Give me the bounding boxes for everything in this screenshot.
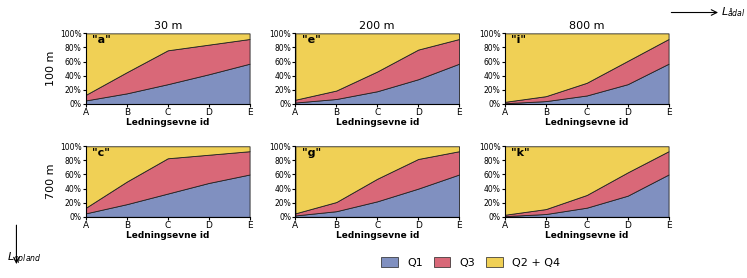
Y-axis label: 700 m: 700 m bbox=[46, 164, 56, 199]
Text: "i": "i" bbox=[512, 36, 527, 46]
X-axis label: Ledningsevne id: Ledningsevne id bbox=[335, 231, 419, 240]
Legend: Q1, Q3, Q2 + Q4: Q1, Q3, Q2 + Q4 bbox=[377, 253, 564, 272]
Y-axis label: 100 m: 100 m bbox=[46, 51, 56, 86]
Text: $L_{ådal}$: $L_{ådal}$ bbox=[721, 6, 746, 19]
Text: $L_{opland}$: $L_{opland}$ bbox=[7, 250, 42, 267]
X-axis label: Ledningsevne id: Ledningsevne id bbox=[545, 118, 628, 128]
Title: 30 m: 30 m bbox=[154, 21, 182, 31]
Text: "g": "g" bbox=[302, 148, 321, 158]
X-axis label: Ledningsevne id: Ledningsevne id bbox=[545, 231, 628, 240]
Title: 200 m: 200 m bbox=[359, 21, 395, 31]
Text: "c": "c" bbox=[93, 148, 111, 158]
X-axis label: Ledningsevne id: Ledningsevne id bbox=[335, 118, 419, 128]
Text: "k": "k" bbox=[512, 148, 530, 158]
Title: 800 m: 800 m bbox=[569, 21, 604, 31]
Text: "e": "e" bbox=[302, 36, 320, 46]
X-axis label: Ledningsevne id: Ledningsevne id bbox=[126, 118, 209, 128]
Text: "a": "a" bbox=[93, 36, 111, 46]
X-axis label: Ledningsevne id: Ledningsevne id bbox=[126, 231, 209, 240]
